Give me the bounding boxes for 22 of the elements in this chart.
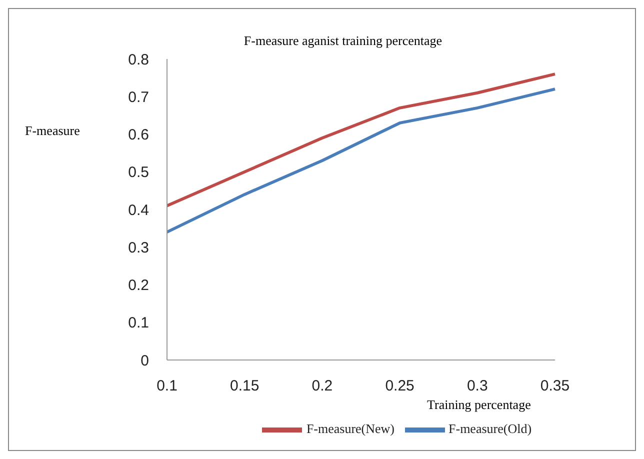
y-tick-label: 0.6 xyxy=(128,126,149,144)
x-tick-label: 0.15 xyxy=(230,378,260,395)
legend-label: F-measure(Old) xyxy=(448,420,532,436)
x-tick-label: 0.1 xyxy=(156,378,178,395)
x-axis-title: Training percentage xyxy=(427,397,531,413)
line-series xyxy=(166,72,556,208)
line-series xyxy=(166,88,556,234)
y-axis-title: F-measure xyxy=(25,123,80,139)
y-tick-label: 0.5 xyxy=(128,164,149,182)
y-tick-label: 0.8 xyxy=(128,51,149,68)
y-tick-label: 0.7 xyxy=(128,88,149,106)
y-tick-label: 0.2 xyxy=(128,277,149,294)
x-tick-label: 0.35 xyxy=(540,378,570,395)
y-tick-label: 0 xyxy=(140,352,149,370)
chart-title: F-measure aganist training percentage xyxy=(242,33,444,49)
legend-label: F-measure(New) xyxy=(306,420,395,436)
x-tick-label: 0.25 xyxy=(385,378,414,395)
y-tick-label: 0.4 xyxy=(128,202,149,219)
x-tick-label: 0.3 xyxy=(466,378,488,395)
y-tick-label: 0.1 xyxy=(128,314,149,332)
x-tick-label: 0.2 xyxy=(312,378,333,395)
y-tick-label: 0.3 xyxy=(128,239,149,256)
